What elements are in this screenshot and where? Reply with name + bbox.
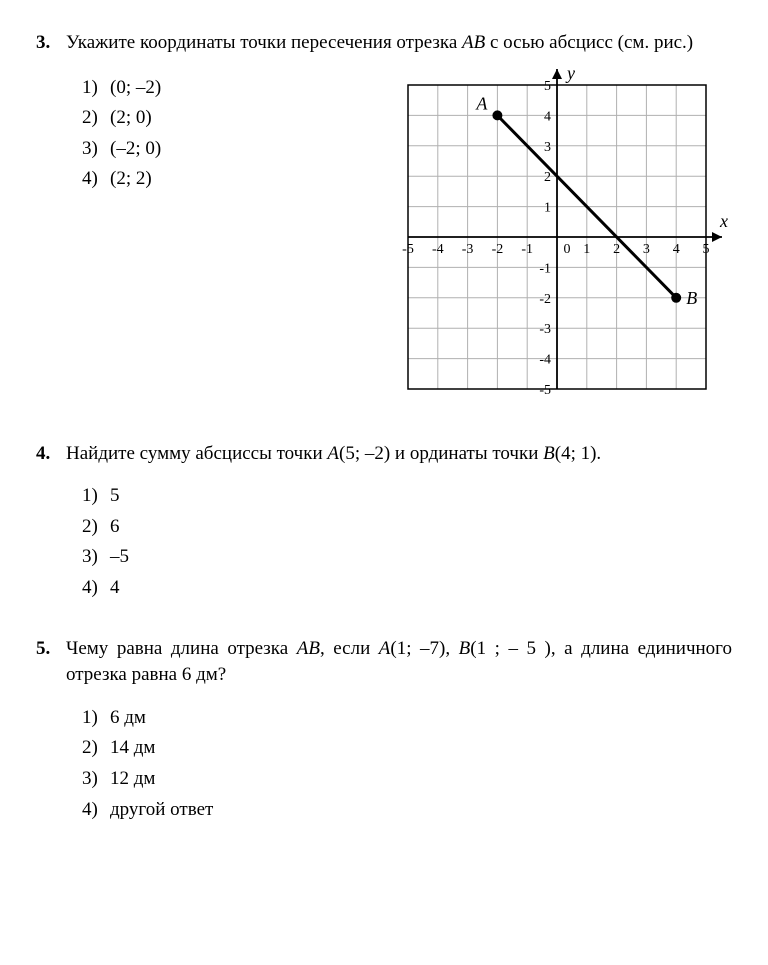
- svg-text:1: 1: [544, 200, 551, 215]
- svg-text:3: 3: [544, 139, 551, 154]
- option-num: 3): [82, 766, 110, 793]
- svg-text:0: 0: [564, 242, 571, 257]
- option-text: –5: [110, 546, 129, 567]
- option-num: 2): [82, 735, 110, 762]
- svg-text:-2: -2: [492, 242, 504, 257]
- option-text: 14 дм: [110, 737, 155, 758]
- option-num: 4): [82, 797, 110, 824]
- stem-text: Укажите координаты точки пересечения отр…: [66, 32, 462, 53]
- option-num: 2): [82, 514, 110, 541]
- option-text: 5: [110, 485, 120, 506]
- option: 4)4: [82, 575, 732, 602]
- option: 3)(–2; 0): [82, 136, 161, 163]
- stem-var: AB: [462, 32, 485, 53]
- option: 3)12 дм: [82, 766, 732, 793]
- problem-4: 4. Найдите сумму абсциссы точки A(5; –2)…: [36, 441, 732, 602]
- option-num: 3): [82, 136, 110, 163]
- option: 2)(2; 0): [82, 105, 161, 132]
- svg-text:B: B: [686, 287, 697, 307]
- option: 3)–5: [82, 544, 732, 571]
- svg-text:-5: -5: [539, 383, 551, 398]
- svg-text:-1: -1: [521, 242, 533, 257]
- options-list: 1)6 дм 2)14 дм 3)12 дм 4)другой ответ: [36, 697, 732, 823]
- svg-text:5: 5: [703, 242, 710, 257]
- svg-text:4: 4: [673, 242, 680, 257]
- svg-text:-5: -5: [402, 242, 414, 257]
- problem-stem: Найдите сумму абсциссы точки A(5; –2) и …: [66, 441, 732, 468]
- option-num: 1): [82, 705, 110, 732]
- option-num: 4): [82, 166, 110, 193]
- option: 4)другой ответ: [82, 797, 732, 824]
- problem-5: 5. Чему равна длина отрезка AB, если A(1…: [36, 636, 732, 824]
- option-text: (2; 2): [110, 168, 152, 189]
- option-num: 2): [82, 105, 110, 132]
- options-list: 1)(0; –2) 2)(2; 0) 3)(–2; 0) 4)(2; 2): [36, 67, 161, 197]
- problem-3: 3. Укажите координаты точки пересечения …: [36, 30, 732, 407]
- option-num: 1): [82, 483, 110, 510]
- svg-text:1: 1: [583, 242, 590, 257]
- svg-text:-4: -4: [432, 242, 444, 257]
- stem-text: с осью абсцисс (см. рис.): [485, 32, 693, 53]
- option-text: (2; 0): [110, 107, 152, 128]
- problem-number: 4.: [36, 441, 66, 468]
- svg-text:4: 4: [544, 109, 551, 124]
- svg-text:-3: -3: [462, 242, 474, 257]
- option-text: 4: [110, 577, 120, 598]
- option: 1)6 дм: [82, 705, 732, 732]
- svg-text:2: 2: [613, 242, 620, 257]
- svg-text:-3: -3: [539, 322, 551, 337]
- svg-text:2: 2: [544, 170, 551, 185]
- problem-stem: Чему равна длина отрезка AB, если A(1; –…: [66, 636, 732, 689]
- problem-number: 5.: [36, 636, 66, 663]
- problem-number: 3.: [36, 30, 66, 57]
- option-text: 12 дм: [110, 768, 155, 789]
- svg-text:3: 3: [643, 242, 650, 257]
- option-text: другой ответ: [110, 799, 213, 820]
- options-list: 1)5 2)6 3)–5 4)4: [36, 475, 732, 601]
- svg-text:-4: -4: [539, 352, 551, 367]
- option-num: 1): [82, 75, 110, 102]
- option-text: 6: [110, 516, 120, 537]
- option: 2)14 дм: [82, 735, 732, 762]
- option-num: 3): [82, 544, 110, 571]
- option-text: (–2; 0): [110, 138, 161, 159]
- option: 1)5: [82, 483, 732, 510]
- svg-text:A: A: [475, 93, 488, 113]
- option-text: (0; –2): [110, 77, 161, 98]
- svg-text:y: y: [565, 67, 575, 83]
- option: 4)(2; 2): [82, 166, 161, 193]
- svg-text:5: 5: [544, 79, 551, 94]
- svg-text:-1: -1: [539, 261, 551, 276]
- option-num: 4): [82, 575, 110, 602]
- option: 1)(0; –2): [82, 75, 161, 102]
- option: 2)6: [82, 514, 732, 541]
- option-text: 6 дм: [110, 707, 146, 728]
- svg-text:x: x: [719, 211, 728, 231]
- problem-stem: Укажите координаты точки пересечения отр…: [66, 30, 732, 57]
- coordinate-chart: -5-4-3-2-1012345-5-4-3-2-112345xyAB: [370, 67, 732, 407]
- svg-text:-2: -2: [539, 291, 551, 306]
